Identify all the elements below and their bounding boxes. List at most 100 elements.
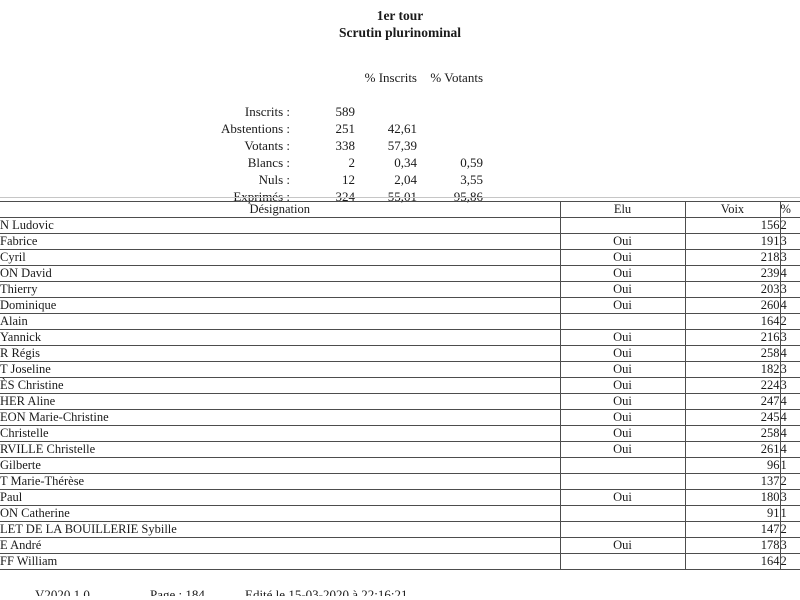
summary-spacer <box>290 70 355 87</box>
footer-version: V2020.1.0 <box>35 587 90 596</box>
cell-designation: Dominique <box>0 297 561 314</box>
cell-voix: 164 <box>684 553 781 570</box>
cell-designation: ON David <box>0 265 561 282</box>
cell-voix: 216 <box>684 329 781 346</box>
table-row: Fabrice Oui 191 3 <box>0 233 800 250</box>
table-row: Yannick Oui 216 3 <box>0 329 800 346</box>
cell-pct: 3 <box>779 537 800 554</box>
cell-voix: 178 <box>684 537 781 554</box>
table-row: E André Oui 178 3 <box>0 537 800 554</box>
summary-spacer <box>90 70 290 87</box>
cell-designation: T Marie-Thérèse <box>0 473 561 490</box>
cell-voix: 96 <box>684 457 781 474</box>
summary-row-value: 589 <box>335 104 356 119</box>
summary-row-label: Nuls : <box>258 172 290 187</box>
cell-voix: 258 <box>684 345 781 362</box>
cell-pct: 3 <box>779 377 800 394</box>
cell-elu: Oui <box>559 393 686 410</box>
cell-pct: 4 <box>779 297 800 314</box>
cell-designation: ON Catherine <box>0 505 561 522</box>
cell-voix: 203 <box>684 281 781 298</box>
cell-pct: 3 <box>779 281 800 298</box>
cell-designation: T Joseline <box>0 361 561 378</box>
cell-elu <box>559 505 686 522</box>
participation-summary: % Inscrits % Votants Inscrits : 589 Abst… <box>90 70 483 206</box>
summary-row-label: Abstentions : <box>221 121 290 136</box>
cell-elu <box>559 521 686 538</box>
cell-designation: Cyril <box>0 249 561 266</box>
cell-pct: 3 <box>779 249 800 266</box>
column-header-pct: % <box>779 201 800 218</box>
cell-voix: 182 <box>684 361 781 378</box>
table-row: HER Aline Oui 247 4 <box>0 393 800 410</box>
cell-voix: 224 <box>684 377 781 394</box>
cell-elu: Oui <box>559 425 686 442</box>
table-row: ON Catherine 91 1 <box>0 505 800 522</box>
page-top-rule <box>0 197 800 198</box>
cell-designation: Fabrice <box>0 233 561 250</box>
cell-pct: 2 <box>779 553 800 570</box>
column-header-designation: Désignation <box>0 201 561 218</box>
summary-row-pct-inscrits: 2,04 <box>394 172 417 187</box>
cell-voix: 191 <box>684 233 781 250</box>
table-row: Christelle Oui 258 4 <box>0 425 800 442</box>
cell-voix: 258 <box>684 425 781 442</box>
cell-elu: Oui <box>559 265 686 282</box>
cell-pct: 4 <box>779 345 800 362</box>
cell-elu: Oui <box>559 377 686 394</box>
cell-elu: Oui <box>559 537 686 554</box>
table-row: Dominique Oui 260 4 <box>0 297 800 314</box>
cell-pct: 4 <box>779 265 800 282</box>
cell-elu <box>559 457 686 474</box>
summary-row-pct-votants <box>417 121 483 138</box>
page-title-round: 1er tour <box>376 8 424 23</box>
cell-elu: Oui <box>559 281 686 298</box>
footer-page-number: Page : 184 <box>150 587 205 596</box>
summary-row-pct-votants <box>417 104 483 121</box>
cell-elu: Oui <box>559 345 686 362</box>
summary-row-pct-votants: 3,55 <box>460 172 483 187</box>
cell-designation: Paul <box>0 489 561 506</box>
cell-pct: 4 <box>779 441 800 458</box>
summary-row-label: Inscrits : <box>244 104 290 119</box>
summary-row-pct-votants: 0,59 <box>460 155 483 170</box>
cell-elu: Oui <box>559 489 686 506</box>
cell-voix: 137 <box>684 473 781 490</box>
cell-elu <box>559 217 686 234</box>
cell-elu: Oui <box>559 361 686 378</box>
table-row: LET DE LA BOUILLERIE Sybille 147 2 <box>0 521 800 538</box>
results-table: Désignation Elu Voix % N Ludovic 156 2 F… <box>0 201 800 570</box>
cell-voix: 147 <box>684 521 781 538</box>
cell-pct: 2 <box>779 217 800 234</box>
table-row: R Régis Oui 258 4 <box>0 345 800 362</box>
cell-elu: Oui <box>559 409 686 426</box>
summary-row-label: Exprimés : <box>233 189 290 204</box>
column-header-voix: Voix <box>684 201 781 218</box>
cell-voix: 164 <box>684 313 781 330</box>
cell-designation: Alain <box>0 313 561 330</box>
cell-pct: 4 <box>779 409 800 426</box>
cell-designation: Yannick <box>0 329 561 346</box>
cell-voix: 261 <box>684 441 781 458</box>
cell-elu: Oui <box>559 329 686 346</box>
cell-voix: 156 <box>684 217 781 234</box>
table-row: RVILLE Christelle Oui 261 4 <box>0 441 800 458</box>
table-row: FF William 164 2 <box>0 553 800 570</box>
cell-designation: Christelle <box>0 425 561 442</box>
summary-row-value: 338 <box>335 138 356 153</box>
table-row: ON David Oui 239 4 <box>0 265 800 282</box>
cell-elu: Oui <box>559 233 686 250</box>
summary-row-value: 251 <box>335 121 356 136</box>
cell-voix: 247 <box>684 393 781 410</box>
cell-designation: E André <box>0 537 561 554</box>
summary-row-label: Blancs : <box>247 155 290 170</box>
cell-elu <box>559 553 686 570</box>
cell-pct: 1 <box>779 457 800 474</box>
table-row: T Joseline Oui 182 3 <box>0 361 800 378</box>
cell-elu: Oui <box>559 249 686 266</box>
cell-designation: Gilberte <box>0 457 561 474</box>
table-row: Alain 164 2 <box>0 313 800 330</box>
summary-gap <box>90 87 483 94</box>
summary-col-header-pct-votants: % Votants <box>430 70 483 85</box>
